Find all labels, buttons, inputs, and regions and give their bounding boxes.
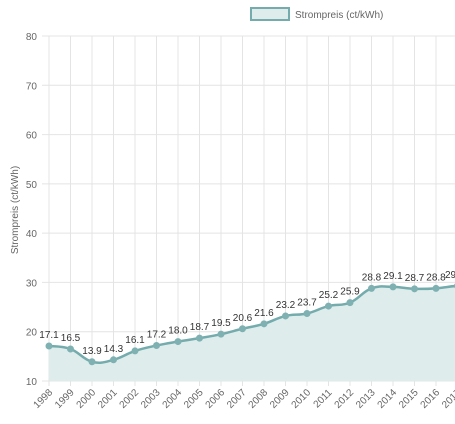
x-tick-label: 2001 [96, 387, 120, 411]
data-point[interactable] [433, 285, 439, 291]
data-point[interactable] [111, 357, 117, 363]
y-tick-label: 60 [26, 131, 38, 142]
data-label: 28.8 [426, 272, 446, 283]
data-label: 16.5 [61, 333, 81, 344]
data-point[interactable] [154, 343, 160, 349]
x-tick-label: 2009 [268, 387, 292, 411]
x-tick-label: 2017 [440, 387, 455, 411]
x-tick-label: 2011 [312, 387, 335, 410]
data-label: 21.6 [254, 308, 274, 319]
data-point[interactable] [369, 285, 375, 291]
data-label: 20.6 [233, 313, 253, 324]
x-tick-label: 2007 [225, 387, 249, 411]
legend[interactable]: Strompreis (ct/kWh) [251, 8, 383, 21]
x-tick-label: 2010 [290, 387, 314, 411]
x-tick-label: 2006 [204, 387, 228, 411]
x-axis: 1998199920002001200220032004200520062007… [32, 387, 455, 411]
data-point[interactable] [240, 326, 246, 332]
y-tick-label: 30 [26, 278, 38, 289]
x-tick-label: 2016 [419, 387, 443, 411]
x-tick-label: 1999 [53, 387, 77, 411]
x-tick-label: 2000 [75, 387, 99, 411]
y-tick-label: 10 [26, 377, 38, 388]
data-label: 16.1 [125, 335, 145, 346]
y-tick-label: 20 [26, 328, 38, 339]
y-tick-label: 80 [26, 32, 38, 43]
data-point[interactable] [261, 321, 267, 327]
legend-swatch [251, 8, 289, 20]
x-tick-label: 2013 [354, 387, 378, 411]
data-label: 28.8 [362, 272, 382, 283]
data-label: 29.32 [445, 270, 455, 281]
data-label: 17.2 [147, 330, 167, 341]
data-label: 25.9 [340, 287, 360, 298]
y-axis-title: Strompreis (ct/kWh) [10, 166, 21, 254]
x-tick-label: 2008 [247, 387, 271, 411]
data-label: 29.1 [383, 271, 403, 282]
x-tick-label: 2014 [376, 387, 400, 411]
series-area [49, 286, 455, 381]
x-tick-label: 2002 [118, 387, 142, 411]
x-tick-label: 1998 [32, 387, 56, 411]
data-point[interactable] [89, 359, 95, 365]
x-tick-label: 2012 [333, 387, 357, 411]
data-point[interactable] [197, 335, 203, 341]
y-tick-label: 40 [26, 229, 38, 240]
y-axis: 10 20 30 40 50 60 70 80 [26, 32, 38, 388]
data-label: 18.7 [190, 322, 210, 333]
data-label: 25.2 [319, 290, 339, 301]
data-label: 18.0 [168, 326, 188, 337]
data-label: 13.9 [82, 346, 102, 357]
y-tick-label: 70 [26, 81, 38, 92]
data-point[interactable] [283, 313, 289, 319]
area-fill-layer [49, 286, 455, 381]
x-tick-label: 2004 [161, 387, 185, 411]
x-tick-label: 2015 [397, 387, 421, 411]
data-label: 17.1 [39, 330, 59, 341]
x-tick-label: 2003 [139, 387, 163, 411]
data-point[interactable] [326, 303, 332, 309]
x-tick-label: 2005 [182, 387, 206, 411]
data-point[interactable] [390, 284, 396, 290]
data-point[interactable] [132, 348, 138, 354]
data-label: 23.2 [276, 300, 296, 311]
data-label: 23.7 [297, 297, 317, 308]
y-tick-label: 50 [26, 180, 38, 191]
data-point[interactable] [347, 300, 353, 306]
data-label: 19.5 [211, 318, 231, 329]
data-point[interactable] [46, 343, 52, 349]
data-point[interactable] [412, 286, 418, 292]
data-label: 28.7 [405, 273, 425, 284]
data-point[interactable] [68, 346, 74, 352]
legend-label: Strompreis (ct/kWh) [295, 10, 383, 21]
data-point[interactable] [218, 331, 224, 337]
data-point[interactable] [304, 310, 310, 316]
data-label: 14.3 [104, 344, 124, 355]
data-point[interactable] [175, 339, 181, 345]
